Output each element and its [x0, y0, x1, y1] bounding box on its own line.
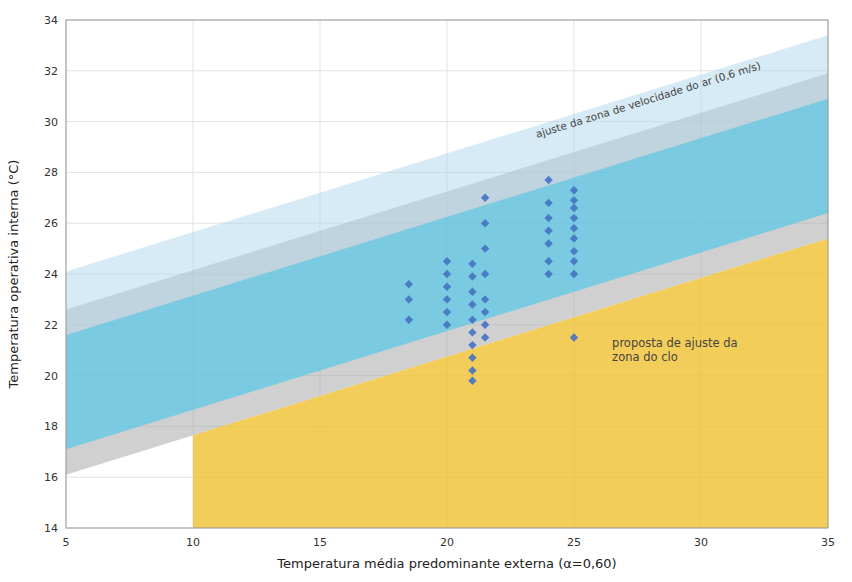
point: [544, 199, 552, 207]
x-tick-label: 30: [694, 536, 708, 549]
grid: [66, 20, 828, 528]
background: [0, 0, 852, 582]
point: [481, 219, 489, 227]
point: [443, 321, 451, 329]
point: [468, 288, 476, 296]
point: [481, 194, 489, 202]
axes: 5 10 15 20 25 30 35 14 16 18 20 22 24 26 28 30 32 34: [44, 14, 835, 549]
x-tick-label: 15: [313, 536, 327, 549]
point: [481, 295, 489, 303]
point: [443, 295, 451, 303]
plot-area: [66, 35, 828, 528]
annotation-line: zona do clo: [612, 350, 678, 364]
point: [443, 257, 451, 265]
point: [468, 272, 476, 280]
y-tick-label: 26: [44, 217, 58, 230]
point: [570, 224, 578, 232]
y-tick-label: 32: [44, 65, 58, 78]
x-tick-label: 20: [440, 536, 454, 549]
point: [570, 257, 578, 265]
x-tick-label: 25: [567, 536, 581, 549]
point: [544, 270, 552, 278]
point: [443, 270, 451, 278]
point: [468, 300, 476, 308]
annotation: proposta de ajuste dazona do clo: [612, 336, 738, 364]
point: [570, 204, 578, 212]
point: [570, 214, 578, 222]
annotation: ajuste da zona de velocidade do ar (0,6 …: [534, 59, 762, 140]
point: [481, 244, 489, 252]
point: [405, 295, 413, 303]
annotation-line: ajuste da zona de velocidade do ar (0,6 …: [534, 59, 762, 140]
point: [544, 239, 552, 247]
plot-frame: [66, 20, 828, 528]
point: [481, 321, 489, 329]
point: [468, 341, 476, 349]
point: [481, 270, 489, 278]
band: [66, 35, 828, 335]
point: [544, 176, 552, 184]
point: [544, 214, 552, 222]
point: [481, 333, 489, 341]
x-tick-label: 35: [821, 536, 835, 549]
point: [570, 234, 578, 242]
y-tick-label: 20: [44, 370, 58, 383]
y-tick-label: 22: [44, 319, 58, 332]
y-tick-label: 30: [44, 116, 58, 129]
point: [544, 257, 552, 265]
y-tick-label: 18: [44, 420, 58, 433]
y-tick-label: 14: [44, 522, 58, 535]
point: [405, 316, 413, 324]
annotation-line: proposta de ajuste da: [612, 336, 738, 350]
scatter-series: [405, 176, 579, 385]
point: [468, 316, 476, 324]
y-tick-label: 24: [44, 268, 58, 281]
y-tick-label: 34: [44, 14, 58, 27]
point: [481, 308, 489, 316]
point: [468, 354, 476, 362]
annotations: ajuste da zona de velocidade do ar (0,6 …: [534, 59, 762, 364]
x-tick-label: 5: [63, 536, 70, 549]
y-tick-label: 16: [44, 471, 58, 484]
point: [468, 376, 476, 384]
point: [443, 308, 451, 316]
point: [468, 328, 476, 336]
point: [443, 283, 451, 291]
y-axis-label: Temperatura operativa interna (°C): [6, 160, 21, 390]
point: [405, 280, 413, 288]
point: [570, 196, 578, 204]
y-tick-label: 28: [44, 166, 58, 179]
chart: 5 10 15 20 25 30 35 14 16 18 20 22 24 26 28 30 32 34 Tempe…: [0, 0, 852, 582]
point: [468, 366, 476, 374]
point: [570, 247, 578, 255]
point: [544, 227, 552, 235]
point: [570, 333, 578, 341]
x-axis-label: Temperatura média predominante externa (…: [276, 556, 616, 571]
x-tick-label: 10: [186, 536, 200, 549]
point: [570, 186, 578, 194]
point: [570, 270, 578, 278]
point: [468, 260, 476, 268]
